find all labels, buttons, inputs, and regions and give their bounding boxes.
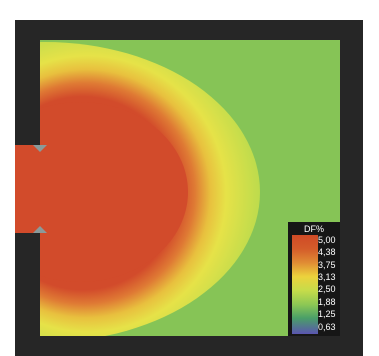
legend-label: 1,25 bbox=[318, 309, 336, 319]
window-frame-top bbox=[33, 145, 47, 152]
legend-label: 0,63 bbox=[318, 322, 336, 332]
legend-label: 5,00 bbox=[318, 235, 336, 245]
legend-label: 4,38 bbox=[318, 247, 336, 257]
legend-label: 2,50 bbox=[318, 284, 336, 294]
legend-color-scale bbox=[292, 235, 318, 334]
legend-label: 3,13 bbox=[318, 272, 336, 282]
high-df-zone bbox=[40, 102, 188, 282]
legend-label: 1,88 bbox=[318, 297, 336, 307]
window-opening bbox=[15, 145, 55, 233]
window-frame-bottom bbox=[33, 226, 47, 233]
df-legend: DF% 5,00 4,38 3,75 3,13 2,50 1,88 1,25 0… bbox=[288, 222, 340, 336]
legend-label: 3,75 bbox=[318, 260, 336, 270]
legend-title: DF% bbox=[304, 224, 324, 234]
